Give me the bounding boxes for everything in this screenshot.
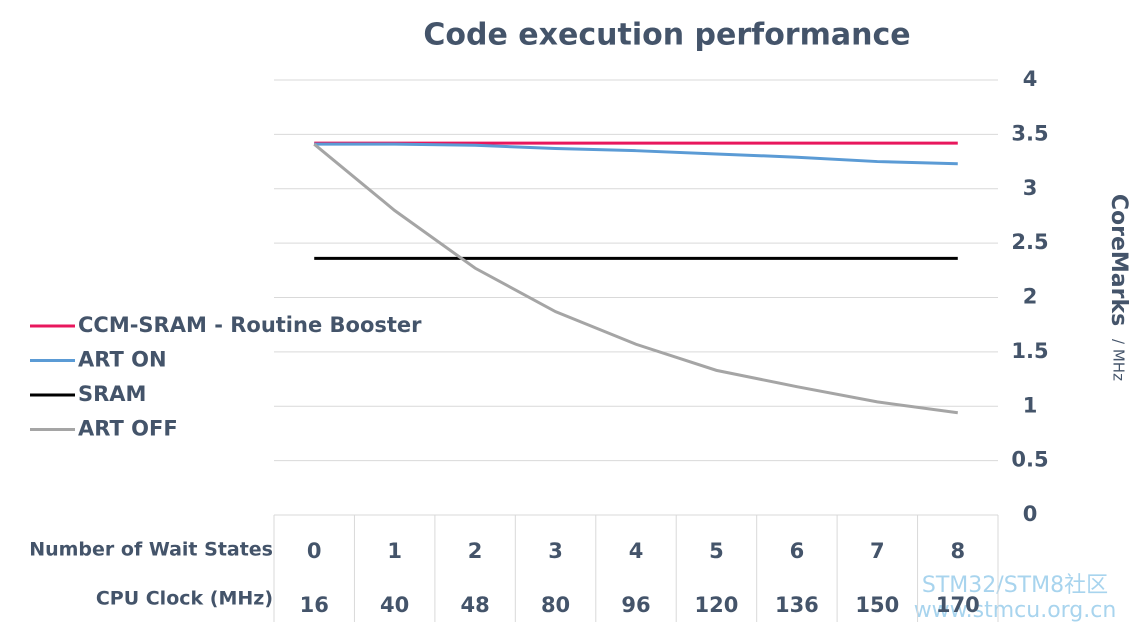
- y-tick-label: 1: [1023, 393, 1038, 417]
- row-label: Number of Wait States: [29, 539, 273, 561]
- y-tick-label: 0: [1023, 502, 1038, 526]
- series-line: [314, 142, 958, 166]
- legend-label: SRAM: [78, 382, 146, 406]
- y-label: CoreMarks: [1106, 194, 1131, 326]
- x-tick-label: 7: [870, 539, 885, 563]
- row-label: CPU Clock (MHz): [96, 588, 273, 610]
- x-tick-label: 6: [790, 539, 805, 563]
- x-tick-label: 120: [695, 593, 739, 617]
- x-tick-label: 150: [855, 593, 899, 617]
- y-tick-label: 1.5: [1011, 339, 1048, 363]
- x-tick-label: 2: [468, 539, 483, 563]
- series-line: [313, 143, 958, 415]
- watermark: STM32/STM8社区: [922, 573, 1108, 598]
- y-tick-label: 0.5: [1011, 448, 1048, 472]
- x-tick-label: 1: [387, 539, 402, 563]
- y-tick-label: 2: [1023, 285, 1038, 309]
- x-tick-label: 136: [775, 593, 819, 617]
- y-label-unit: / MHz: [1110, 339, 1128, 381]
- y-axis-title: CoreMarks / MHz: [1106, 194, 1131, 381]
- y-tick-label: 3.5: [1011, 121, 1048, 145]
- x-tick-label: 80: [541, 593, 570, 617]
- y-tick-label: 2.5: [1011, 230, 1048, 254]
- x-tick-label: 96: [621, 593, 650, 617]
- x-tick-label: 3: [548, 539, 563, 563]
- x-tick-label: 170: [936, 593, 980, 617]
- x-tick-label: 0: [307, 539, 322, 563]
- x-tick-label: 5: [709, 539, 724, 563]
- x-tick-label: 16: [300, 593, 329, 617]
- legend-label: ART ON: [78, 348, 167, 372]
- legend-label: CCM-SRAM - Routine Booster: [78, 313, 422, 337]
- x-tick-label: 40: [380, 593, 409, 617]
- legend-label: ART OFF: [78, 417, 178, 441]
- chart-title: Code execution performance: [423, 18, 910, 53]
- y-tick-label: 4: [1023, 67, 1038, 91]
- x-tick-label: 8: [950, 539, 965, 563]
- y-tick-label: 3: [1023, 176, 1038, 200]
- x-tick-label: 4: [629, 539, 644, 563]
- x-tick-label: 48: [460, 593, 489, 617]
- watermark: www.stmcu.org.cn: [914, 598, 1117, 623]
